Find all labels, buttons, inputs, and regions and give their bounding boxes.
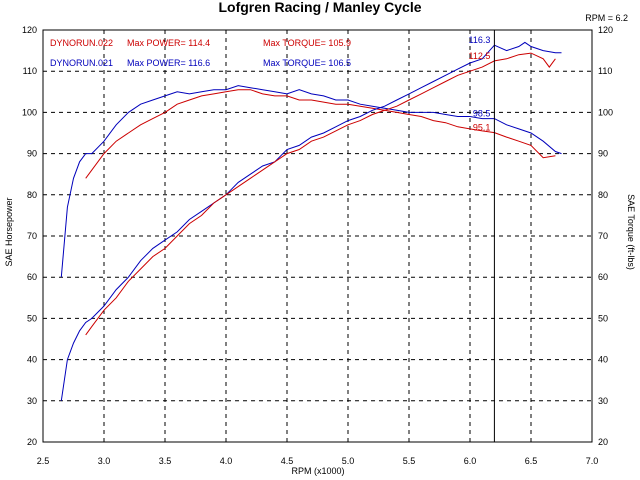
y-tick-label-right: 60	[598, 272, 608, 282]
y-tick-label-right: 50	[598, 313, 608, 323]
x-tick-label: 3.5	[159, 456, 172, 466]
plot-frame	[42, 29, 593, 443]
y-tick-label-left: 120	[22, 25, 37, 35]
y-tick-label-left: 40	[27, 355, 37, 365]
y-tick-label-right: 100	[598, 107, 613, 117]
y-tick-label-left: 70	[27, 231, 37, 241]
y-axis-label-left: SAE Horsepower	[4, 197, 14, 266]
torque-curve	[85, 89, 556, 179]
y-tick-label-left: 20	[27, 437, 37, 447]
x-tick-label: 6.0	[464, 456, 477, 466]
y-tick-labels-left: 20 30 40 50 60 70 80 90 100 110 120	[22, 25, 37, 447]
x-tick-label: 6.5	[525, 456, 538, 466]
x-tick-label: 7.0	[586, 456, 599, 466]
legend-max-power: Max POWER= 114.4	[127, 38, 210, 48]
y-tick-label-right: 20	[598, 437, 608, 447]
x-tick-label: 5.0	[342, 456, 355, 466]
cursor-value-labels: 116.3 112.5 98.5 95.1	[469, 35, 491, 132]
cursor-value-label: 112.5	[469, 51, 491, 61]
y-tick-label-right: 90	[598, 149, 608, 159]
y-tick-label-right: 120	[598, 25, 613, 35]
y-tick-label-left: 30	[27, 396, 37, 406]
rpm-readout: RPM = 6.2	[585, 13, 628, 23]
series-layer	[60, 41, 562, 401]
x-axis-label: RPM (x1000)	[291, 466, 344, 476]
y-tick-label-right: 40	[598, 355, 608, 365]
cursor-value-label: 98.5	[473, 109, 491, 119]
x-tick-label: 4.5	[281, 456, 294, 466]
cursor-value-label: 95.1	[473, 123, 491, 133]
y-tick-label-right: 110	[598, 66, 612, 76]
y-axis-label-right: SAE Torque (ft-lbs)	[626, 194, 636, 270]
power-curve	[85, 52, 556, 336]
y-tick-label-left: 80	[27, 190, 37, 200]
x-tick-label: 3.0	[98, 456, 111, 466]
x-tick-label: 2.5	[37, 456, 50, 466]
y-tick-label-left: 110	[23, 66, 37, 76]
y-tick-label-right: 80	[598, 190, 608, 200]
x-tick-labels: 2.5 3.0 3.5 4.0 4.5 5.0 5.5 6.0 6.5 7.0	[37, 456, 599, 466]
y-tick-label-left: 100	[22, 107, 37, 117]
chart-title: Lofgren Racing / Manley Cycle	[218, 0, 421, 15]
y-tick-labels-right: 20 30 40 50 60 70 80 90 100 110 120	[598, 25, 613, 447]
legend-max-power: Max POWER= 116.6	[127, 58, 210, 68]
y-tick-label-right: 30	[598, 396, 608, 406]
legend-run: DYNORUN.021	[50, 58, 113, 68]
y-tick-label-left: 50	[27, 313, 37, 323]
legend: DYNORUN.022 Max POWER= 114.4 Max TORQUE= 1…	[50, 38, 351, 68]
torque-curve	[60, 85, 562, 278]
x-tick-label: 5.5	[403, 456, 416, 466]
power-curve	[60, 41, 562, 401]
legend-max-torque: Max TORQUE= 105.9	[263, 38, 351, 48]
cursor-value-label: 116.3	[469, 35, 491, 45]
y-tick-label-left: 60	[27, 272, 37, 282]
x-tick-label: 4.0	[220, 456, 233, 466]
y-tick-label-right: 70	[598, 231, 608, 241]
legend-max-torque: Max TORQUE= 106.5	[263, 58, 351, 68]
gridlines	[43, 30, 592, 442]
legend-run: DYNORUN.022	[50, 38, 113, 48]
y-tick-label-left: 90	[27, 149, 37, 159]
